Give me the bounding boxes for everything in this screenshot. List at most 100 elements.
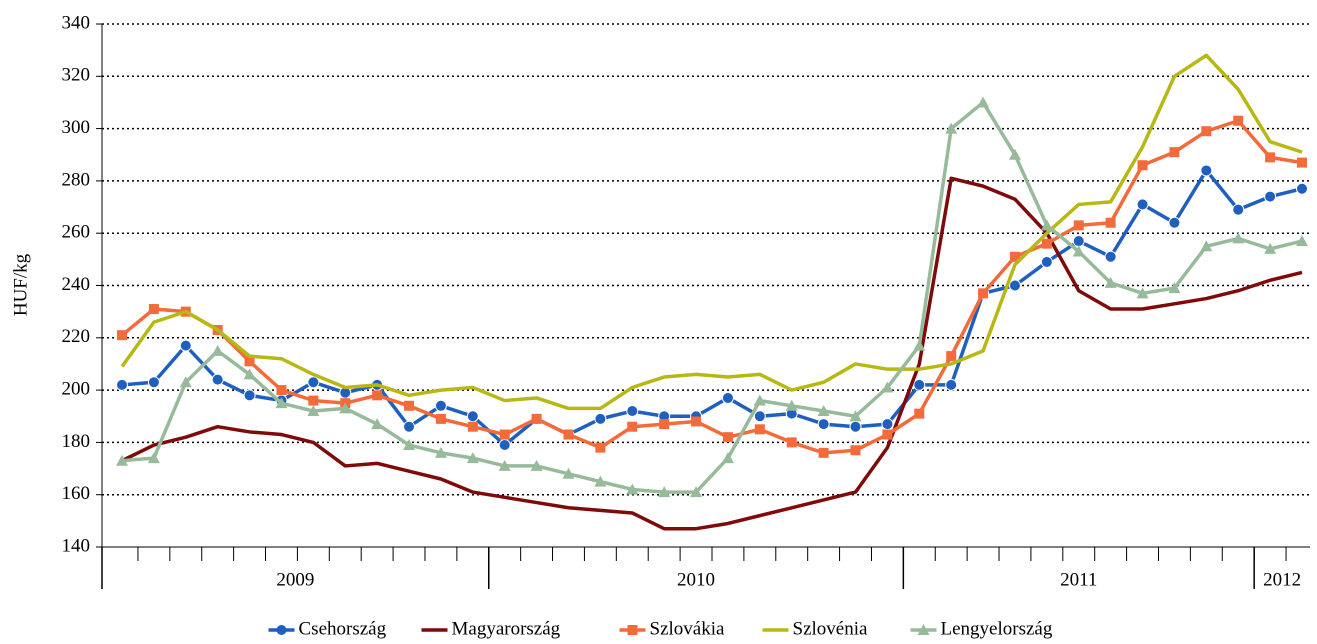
marker bbox=[721, 391, 734, 404]
y-tick-label: 160 bbox=[62, 483, 91, 504]
marker bbox=[498, 439, 511, 452]
marker bbox=[1072, 245, 1085, 257]
marker bbox=[1041, 238, 1052, 249]
marker bbox=[850, 445, 861, 456]
marker bbox=[594, 412, 607, 425]
marker bbox=[1264, 190, 1277, 203]
marker bbox=[1136, 198, 1149, 211]
marker bbox=[563, 429, 574, 440]
legend-marker bbox=[276, 625, 287, 635]
marker bbox=[179, 376, 192, 388]
marker bbox=[754, 424, 765, 435]
marker bbox=[276, 385, 287, 396]
marker bbox=[243, 368, 256, 380]
series-line bbox=[121, 176, 1303, 531]
y-tick-label: 260 bbox=[62, 222, 91, 243]
series bbox=[120, 53, 1303, 411]
legend-marker bbox=[627, 625, 638, 635]
marker bbox=[1168, 282, 1181, 294]
marker bbox=[1232, 232, 1245, 244]
marker bbox=[531, 413, 542, 424]
marker bbox=[1009, 251, 1020, 262]
marker bbox=[849, 420, 862, 433]
marker bbox=[753, 410, 766, 423]
marker bbox=[753, 394, 766, 406]
y-tick-label: 320 bbox=[62, 65, 91, 86]
marker bbox=[627, 421, 638, 432]
series-line bbox=[121, 100, 1303, 494]
marker bbox=[1233, 115, 1244, 126]
marker bbox=[147, 376, 160, 389]
marker bbox=[1296, 182, 1308, 195]
marker bbox=[913, 378, 926, 391]
marker bbox=[1200, 164, 1213, 177]
marker bbox=[1008, 148, 1021, 160]
series-line bbox=[120, 53, 1303, 411]
y-tick-label: 340 bbox=[62, 12, 91, 33]
marker bbox=[116, 454, 128, 466]
marker bbox=[945, 122, 958, 134]
marker bbox=[498, 459, 511, 471]
marker bbox=[1232, 203, 1245, 216]
marker bbox=[499, 429, 510, 440]
marker bbox=[626, 483, 639, 495]
marker bbox=[1040, 255, 1053, 268]
marker bbox=[403, 439, 416, 451]
marker bbox=[1104, 250, 1117, 263]
legend-label: Csehország bbox=[299, 618, 387, 639]
y-tick-label: 220 bbox=[62, 326, 91, 347]
marker bbox=[1265, 152, 1276, 163]
marker bbox=[849, 410, 862, 422]
marker bbox=[722, 432, 733, 443]
y-tick-label: 300 bbox=[62, 117, 91, 138]
marker bbox=[275, 397, 288, 409]
series bbox=[121, 176, 1303, 531]
marker bbox=[881, 418, 894, 431]
y-tick-label: 280 bbox=[62, 169, 91, 190]
marker bbox=[307, 405, 320, 417]
marker bbox=[786, 437, 797, 448]
marker bbox=[690, 486, 703, 498]
marker bbox=[372, 390, 383, 401]
legend-label: Szlovákia bbox=[650, 618, 725, 639]
y-tick-label: 140 bbox=[62, 535, 91, 556]
series bbox=[116, 96, 1308, 498]
marker bbox=[1073, 220, 1084, 231]
marker bbox=[466, 452, 479, 464]
marker bbox=[1297, 157, 1307, 168]
marker bbox=[404, 400, 415, 411]
y-tick-label: 200 bbox=[62, 378, 91, 399]
marker bbox=[626, 405, 639, 418]
marker bbox=[882, 429, 893, 440]
marker bbox=[1264, 242, 1277, 254]
marker bbox=[307, 376, 320, 389]
marker bbox=[594, 475, 607, 487]
marker bbox=[1168, 216, 1181, 229]
marker bbox=[1201, 126, 1212, 137]
marker bbox=[147, 452, 160, 464]
marker bbox=[817, 405, 830, 417]
marker bbox=[1200, 240, 1213, 252]
marker bbox=[977, 96, 990, 108]
marker bbox=[244, 356, 255, 367]
marker bbox=[467, 421, 478, 432]
marker bbox=[117, 330, 127, 341]
legend-marker bbox=[917, 624, 930, 635]
marker bbox=[914, 408, 925, 419]
legend-label: Lengyelország bbox=[941, 618, 1053, 639]
x-group-label: 2012 bbox=[1263, 569, 1301, 590]
marker bbox=[881, 381, 894, 393]
marker bbox=[817, 418, 830, 431]
marker bbox=[434, 399, 447, 412]
marker bbox=[403, 420, 416, 433]
marker bbox=[371, 418, 384, 430]
marker bbox=[913, 339, 926, 351]
marker bbox=[148, 304, 159, 315]
series bbox=[117, 115, 1307, 458]
marker bbox=[1296, 235, 1308, 247]
series-line bbox=[120, 119, 1303, 455]
marker bbox=[1072, 235, 1085, 248]
marker bbox=[721, 452, 734, 464]
marker bbox=[658, 486, 671, 498]
